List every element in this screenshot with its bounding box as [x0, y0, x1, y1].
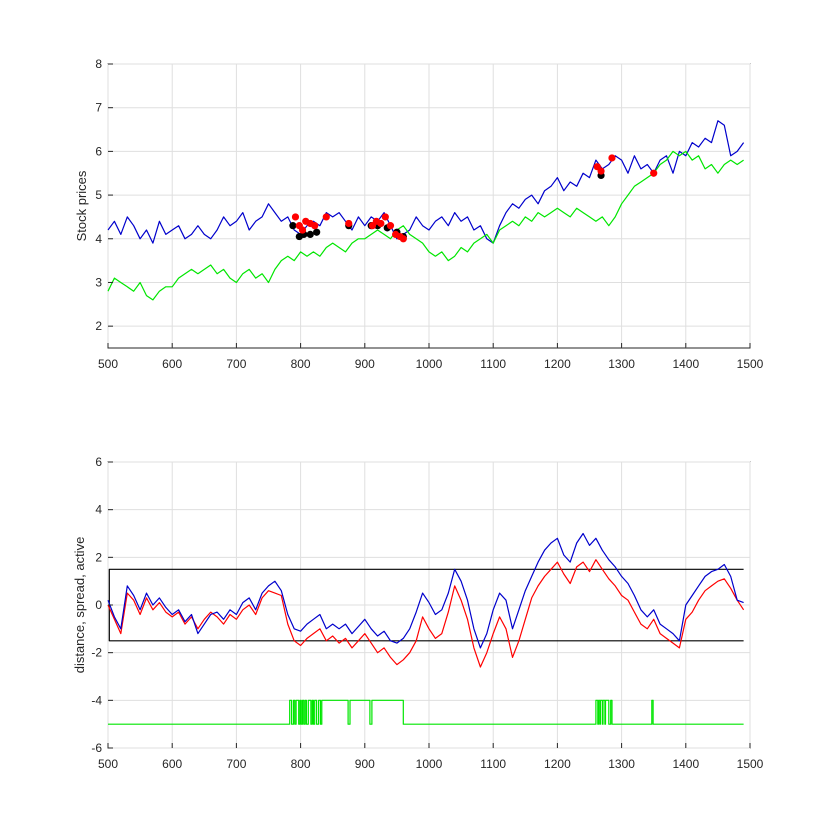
price-chart-y-tick-label-6: 8 [95, 57, 102, 71]
price-chart-x-tick-label-3: 800 [291, 357, 311, 371]
price-chart-y-tick-label-2: 4 [95, 232, 102, 246]
distance-chart-y-axis-label: distance, spread, active [72, 537, 87, 674]
price-chart-x-tick-label-9: 1400 [672, 357, 699, 371]
price-chart-marker-0-3 [306, 230, 314, 238]
price-chart-marker-1-5 [311, 222, 319, 230]
price-chart-marker-1-10 [377, 219, 385, 228]
distance-chart-series [107, 532, 745, 725]
distance-chart-ticks: 500 600 700 800 900 1000 1100 1200 1300 1400 1500 -… [91, 455, 763, 771]
distance-chart-y-tick-label-3: 0 [95, 598, 102, 612]
distance-chart-series-4 [108, 699, 744, 725]
distance-chart-x-tick-label-0: 500 [98, 757, 118, 771]
distance-chart-series-1 [108, 605, 744, 642]
price-chart-ticks: 500 600 700 800 900 1000 1100 1200 1300 1400 1500 2… [95, 57, 763, 371]
price-chart-series-1 [107, 150, 744, 301]
price-chart-marker-1-12 [386, 222, 395, 230]
distance-chart-y-tick-label-2: -2 [91, 646, 102, 660]
price-chart-y-tick-label-5: 7 [95, 101, 102, 115]
distance-chart-x-tick-label-1: 600 [162, 757, 182, 771]
distance-chart-y-tick-label-1: -4 [91, 693, 102, 707]
distance-chart-y-tick-label-4: 2 [95, 550, 102, 564]
distance-chart-x-tick-label-10: 1500 [737, 757, 764, 771]
price-chart-marker-1-18 [608, 154, 616, 162]
price-chart-y-tick-label-3: 5 [95, 188, 102, 202]
price-chart-series [107, 120, 745, 301]
price-chart-y-tick-label-0: 2 [95, 319, 102, 333]
price-chart-markers [289, 154, 658, 243]
distance-chart-x-tick-label-2: 700 [226, 757, 246, 771]
distance-chart-x-tick-label-3: 800 [291, 757, 311, 771]
price-chart-series-0 [107, 120, 745, 244]
distance-chart-y-tick-label-5: 4 [95, 503, 102, 517]
price-chart-marker-1-11 [381, 213, 389, 221]
price-chart-marker-1-0 [291, 213, 300, 221]
price-chart-marker-0-4 [313, 228, 321, 236]
distance-chart-x-tick-label-9: 1400 [672, 757, 699, 771]
distance-chart-x-tick-label-7: 1200 [544, 757, 571, 771]
price-chart-y-axis-label: Stock prices [74, 170, 89, 241]
price-chart-x-tick-label-5: 1000 [416, 357, 443, 371]
distance-chart-series-3 [107, 532, 744, 649]
price-chart-x-tick-label-4: 900 [355, 357, 375, 371]
price-chart-marker-1-2 [298, 226, 307, 234]
price-chart-x-tick-label-10: 1500 [737, 357, 764, 371]
distance-chart-grid [107, 461, 751, 749]
price-chart-y-tick-label-1: 3 [95, 275, 102, 289]
distance-chart-y-tick-label-0: -6 [91, 741, 102, 755]
distance-chart-x-tick-label-5: 1000 [416, 757, 443, 771]
price-chart-marker-1-7 [345, 219, 353, 228]
distance-chart-x-tick-label-8: 1300 [608, 757, 635, 771]
price-chart-x-tick-label-2: 700 [226, 357, 246, 371]
distance-chart-series-2 [107, 559, 745, 668]
price-chart-x-tick-label-0: 500 [98, 357, 118, 371]
price-chart-x-tick-label-8: 1300 [608, 357, 635, 371]
price-chart-marker-1-17 [597, 167, 605, 175]
price-chart-marker-1-19 [650, 169, 658, 177]
distance-chart-x-tick-label-4: 900 [355, 757, 375, 771]
price-chart-x-tick-label-7: 1200 [544, 357, 571, 371]
price-chart-x-tick-label-1: 600 [162, 357, 182, 371]
price-chart-marker-1-15 [399, 235, 407, 243]
distance-chart-series-0 [108, 568, 744, 605]
price-chart: 500 600 700 800 900 1000 1100 1200 1300 1400 1500 2… [74, 57, 764, 371]
price-chart-marker-0-0 [289, 222, 297, 230]
price-chart-y-tick-label-4: 6 [95, 144, 102, 158]
distance-chart-x-tick-label-6: 1100 [480, 757, 506, 771]
price-chart-marker-1-6 [322, 213, 330, 221]
distance-chart: 500 600 700 800 900 1000 1100 1200 1300 1400 1500 -… [72, 455, 764, 771]
price-chart-x-tick-label-6: 1100 [480, 357, 506, 371]
price-chart-grid [107, 63, 751, 348]
distance-chart-y-tick-label-6: 6 [95, 455, 102, 469]
